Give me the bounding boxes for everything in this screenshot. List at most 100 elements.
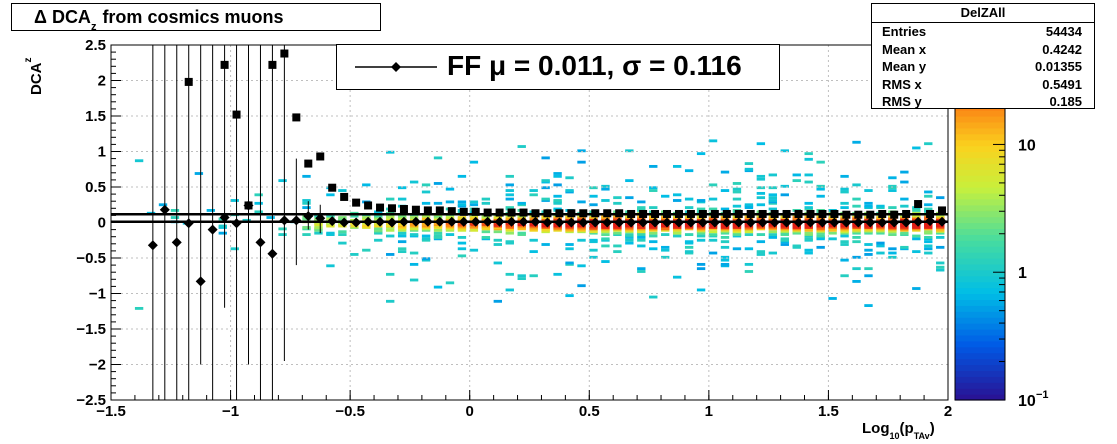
rms-point	[818, 209, 827, 218]
colorbar-band	[955, 145, 1005, 153]
heatmap-cell	[720, 255, 730, 259]
mean-point	[650, 217, 661, 228]
heatmap-cell	[386, 228, 395, 232]
x-tick-label: −1.5	[96, 403, 126, 420]
heatmap-cell	[505, 240, 514, 244]
heatmap-cell	[421, 201, 431, 205]
mean-point	[662, 217, 673, 228]
heatmap-cell	[912, 209, 921, 212]
heatmap-cell	[768, 193, 778, 197]
rms-point	[722, 209, 731, 218]
heatmap-cell	[314, 231, 323, 235]
colorbar-band	[955, 110, 1005, 117]
heatmap-cell	[625, 234, 634, 238]
heatmap-cell	[804, 152, 813, 156]
heatmap-cell	[888, 247, 897, 251]
mean-point	[889, 217, 900, 228]
colorbar-band	[955, 258, 1005, 265]
mean-point	[913, 216, 924, 227]
heatmap-cell	[720, 262, 730, 266]
heatmap-cell	[936, 265, 945, 269]
mean-point	[482, 216, 493, 227]
y-tick-label: −2	[89, 357, 106, 374]
heatmap-cell	[493, 238, 502, 242]
heatmap-cell	[720, 245, 730, 249]
heatmap-cell	[386, 299, 395, 303]
mean-point	[805, 217, 816, 228]
heatmap-cell	[469, 200, 479, 204]
heatmap-cell	[852, 267, 861, 271]
rms-point	[292, 113, 301, 122]
rms-point	[698, 209, 707, 218]
rms-point	[184, 77, 193, 86]
heatmap-cell	[505, 288, 514, 292]
heatmap-cell	[888, 255, 897, 259]
mean-point	[781, 217, 792, 228]
heatmap-cell	[840, 243, 849, 246]
heatmap-cell	[278, 227, 287, 231]
heatmap-cell	[254, 193, 263, 197]
heatmap-cell	[613, 244, 622, 248]
heatmap-cell	[505, 197, 514, 201]
heatmap-cell	[864, 274, 873, 278]
heatmap-cell	[840, 187, 849, 191]
rms-point	[483, 208, 492, 217]
heatmap-cell	[625, 241, 634, 245]
mean-point	[171, 237, 182, 248]
colorbar-band	[955, 163, 1005, 170]
rms-point	[531, 209, 540, 218]
heatmap-cell	[362, 248, 371, 252]
heatmap-cell	[637, 235, 646, 239]
colorbar-band	[955, 370, 1005, 377]
mean-point	[614, 217, 625, 228]
heatmap-cell	[637, 267, 646, 271]
rms-point	[746, 209, 755, 218]
heatmap-cell	[900, 170, 909, 174]
mean-point	[279, 215, 290, 226]
heatmap-cell	[852, 197, 861, 201]
heatmap-cell	[481, 197, 491, 201]
heatmap-cell	[804, 251, 813, 255]
mean-point	[159, 204, 170, 215]
heatmap-cell	[242, 218, 251, 222]
mean-point	[434, 216, 445, 227]
colorbar-band	[955, 281, 1005, 289]
heatmap-cell	[457, 247, 467, 251]
heatmap-cell	[780, 184, 789, 188]
heatmap-cell	[553, 272, 562, 276]
heatmap-cell	[338, 241, 347, 245]
y-axis-label: DCAz	[23, 58, 45, 96]
heatmap-cell	[565, 261, 574, 265]
heatmap-cell	[433, 285, 443, 289]
mean-point	[458, 216, 469, 227]
heatmap-cell	[374, 210, 383, 214]
heatmap-cell	[720, 189, 730, 192]
heatmap-cell	[768, 251, 778, 255]
heatmap-cell	[158, 203, 168, 207]
heatmap-cell	[625, 196, 634, 200]
stats-row: Mean y 0.01355	[872, 58, 1094, 76]
colorbar-band	[955, 376, 1005, 383]
rms-point	[304, 159, 313, 168]
heatmap-cell	[409, 216, 419, 219]
heatmap-cell	[816, 234, 825, 238]
mean-point	[590, 217, 601, 228]
heatmap-cell	[804, 248, 813, 252]
rms-point	[938, 206, 947, 215]
heatmap-cell	[888, 176, 897, 180]
heatmap-cell	[840, 206, 849, 210]
heatmap-cell	[696, 238, 706, 242]
colorbar-band	[955, 175, 1005, 182]
heatmap-cell	[457, 235, 467, 239]
heatmap-cell	[732, 234, 742, 238]
heatmap-cell	[756, 196, 766, 200]
heatmap-cell	[421, 237, 431, 241]
heatmap-cell	[421, 190, 431, 194]
stats-title: DelZAll	[872, 4, 1094, 23]
rms-point	[866, 210, 875, 219]
heatmap-cell	[876, 241, 885, 245]
heatmap-cell	[493, 299, 502, 303]
mean-point	[375, 216, 386, 227]
heatmap-cell	[613, 201, 622, 205]
heatmap-cell	[744, 270, 754, 273]
